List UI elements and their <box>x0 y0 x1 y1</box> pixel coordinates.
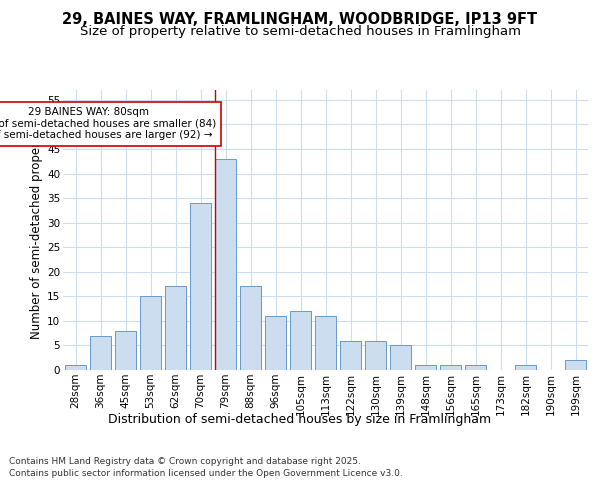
Text: Distribution of semi-detached houses by size in Framlingham: Distribution of semi-detached houses by … <box>109 412 491 426</box>
Bar <box>140 296 161 370</box>
Bar <box>215 159 236 370</box>
Bar <box>465 365 486 370</box>
Y-axis label: Number of semi-detached properties: Number of semi-detached properties <box>30 120 43 340</box>
Text: 29 BAINES WAY: 80sqm
← 43% of semi-detached houses are smaller (84)
47% of semi-: 29 BAINES WAY: 80sqm ← 43% of semi-detac… <box>0 107 216 140</box>
Bar <box>90 336 111 370</box>
Bar <box>315 316 336 370</box>
Bar <box>390 346 411 370</box>
Bar <box>365 340 386 370</box>
Bar <box>240 286 261 370</box>
Bar <box>290 311 311 370</box>
Bar <box>190 203 211 370</box>
Text: Contains HM Land Registry data © Crown copyright and database right 2025.: Contains HM Land Registry data © Crown c… <box>9 458 361 466</box>
Bar <box>565 360 586 370</box>
Text: Size of property relative to semi-detached houses in Framlingham: Size of property relative to semi-detach… <box>79 25 521 38</box>
Bar <box>65 365 86 370</box>
Bar <box>340 340 361 370</box>
Bar <box>515 365 536 370</box>
Bar <box>415 365 436 370</box>
Text: Contains public sector information licensed under the Open Government Licence v3: Contains public sector information licen… <box>9 469 403 478</box>
Bar <box>440 365 461 370</box>
Text: 29, BAINES WAY, FRAMLINGHAM, WOODBRIDGE, IP13 9FT: 29, BAINES WAY, FRAMLINGHAM, WOODBRIDGE,… <box>62 12 538 28</box>
Bar <box>165 286 186 370</box>
Bar <box>265 316 286 370</box>
Bar <box>115 330 136 370</box>
